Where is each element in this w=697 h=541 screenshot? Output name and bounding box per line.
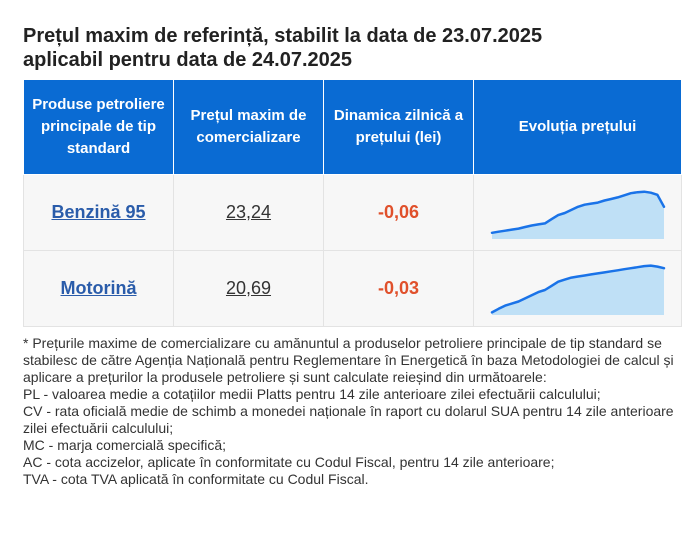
page-title: Prețul maxim de referință, stabilit la d… [23,24,681,72]
sparkline-area [491,265,664,315]
sparkline-line [490,263,665,314]
cell-product: Motorină [23,250,174,327]
daily-change-motorina: -0,03 [377,278,420,298]
cell-product: Benzină 95 [23,174,174,251]
footnote-intro: * Prețurile maxime de comercializare cu … [23,335,674,385]
header-products: Produse petroliere principale de tip sta… [23,79,174,175]
price-link-motorina[interactable]: 20,69 [225,278,272,298]
header-price-evolution: Evoluția prețului [473,79,682,175]
price-table: Produse petroliere principale de tip sta… [23,79,682,327]
footnote-tva: TVA - cota TVA aplicată în conformitate … [23,471,369,487]
sparkline-line [490,189,665,234]
cell-evolution [473,174,682,251]
table-row-benzina: Benzină 95 23,24 -0,06 [23,174,682,251]
product-link-motorina[interactable]: Motorină [60,278,137,298]
cell-evolution [473,250,682,327]
cell-change: -0,06 [323,174,474,251]
price-link-benzina[interactable]: 23,24 [225,202,272,222]
daily-change-benzina: -0,06 [377,202,420,222]
footnote-cv: CV - rata oficială medie de schimb a mon… [23,403,674,436]
cell-change: -0,03 [323,250,474,327]
footnotes: * Prețurile maxime de comercializare cu … [23,335,681,488]
title-line-1: Prețul maxim de referință, stabilit la d… [23,25,543,47]
footnote-mc: MC - marja comercială specifică; [23,437,227,453]
price-widget: Prețul maxim de referință, stabilit la d… [23,24,682,488]
cell-price: 23,24 [173,174,324,251]
footnote-ac: AC - cota accizelor, aplicate în conform… [23,454,555,470]
cell-price: 20,69 [173,250,324,327]
table-header-row: Produse petroliere principale de tip sta… [23,79,682,175]
product-link-benzina[interactable]: Benzină 95 [51,202,146,222]
sparkline-motorina[interactable] [488,259,668,319]
header-max-price: Prețul maxim de comercializare [173,79,324,175]
table-row-motorina: Motorină 20,69 -0,03 [23,250,682,327]
sparkline-area [491,191,664,239]
header-daily-change: Dinamica zilnică a prețului (lei) [323,79,474,175]
title-line-2: aplicabil pentru data de 24.07.2025 [23,49,353,71]
sparkline-benzina[interactable] [488,183,668,243]
footnote-pl: PL - valoarea medie a cotațiilor medii P… [23,386,601,402]
